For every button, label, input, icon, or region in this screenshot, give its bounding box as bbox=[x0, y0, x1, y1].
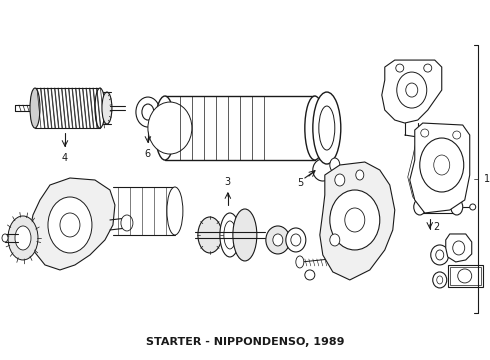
Polygon shape bbox=[408, 127, 467, 210]
Ellipse shape bbox=[396, 64, 404, 72]
Ellipse shape bbox=[48, 197, 92, 253]
Bar bbox=[448, 265, 483, 287]
Polygon shape bbox=[410, 123, 470, 213]
Text: 5: 5 bbox=[297, 178, 303, 188]
Ellipse shape bbox=[345, 208, 365, 232]
Ellipse shape bbox=[198, 217, 222, 253]
Polygon shape bbox=[446, 234, 472, 262]
Ellipse shape bbox=[470, 204, 476, 210]
Ellipse shape bbox=[296, 256, 304, 268]
Ellipse shape bbox=[356, 170, 364, 180]
Ellipse shape bbox=[424, 64, 432, 72]
Ellipse shape bbox=[305, 270, 315, 280]
Polygon shape bbox=[320, 162, 395, 280]
Ellipse shape bbox=[102, 92, 112, 124]
Ellipse shape bbox=[433, 272, 447, 288]
Ellipse shape bbox=[305, 96, 325, 160]
Text: 4: 4 bbox=[62, 153, 68, 163]
Ellipse shape bbox=[421, 129, 429, 137]
Ellipse shape bbox=[453, 241, 465, 255]
Ellipse shape bbox=[330, 158, 340, 172]
Ellipse shape bbox=[148, 102, 192, 154]
Ellipse shape bbox=[330, 234, 340, 246]
Ellipse shape bbox=[220, 213, 240, 257]
Ellipse shape bbox=[436, 250, 444, 260]
Ellipse shape bbox=[406, 83, 418, 97]
Bar bbox=[450, 267, 481, 285]
Ellipse shape bbox=[121, 215, 133, 231]
Ellipse shape bbox=[453, 131, 461, 139]
Ellipse shape bbox=[434, 155, 450, 175]
Text: 1: 1 bbox=[484, 174, 490, 184]
Ellipse shape bbox=[30, 88, 40, 128]
Ellipse shape bbox=[155, 96, 175, 160]
Text: 6: 6 bbox=[145, 149, 151, 159]
Ellipse shape bbox=[458, 269, 472, 283]
Ellipse shape bbox=[313, 92, 341, 164]
Polygon shape bbox=[382, 60, 442, 123]
Text: 2: 2 bbox=[434, 222, 440, 232]
Ellipse shape bbox=[233, 209, 257, 261]
Ellipse shape bbox=[273, 234, 283, 246]
Text: 3: 3 bbox=[225, 177, 231, 187]
Text: STARTER - NIPPONDENSO, 1989: STARTER - NIPPONDENSO, 1989 bbox=[146, 337, 344, 347]
Ellipse shape bbox=[8, 216, 38, 260]
Ellipse shape bbox=[319, 106, 335, 150]
Ellipse shape bbox=[331, 173, 339, 183]
Ellipse shape bbox=[414, 199, 426, 215]
Ellipse shape bbox=[266, 226, 290, 254]
Ellipse shape bbox=[437, 276, 443, 284]
Ellipse shape bbox=[335, 174, 345, 186]
Ellipse shape bbox=[451, 199, 463, 215]
Ellipse shape bbox=[60, 213, 80, 237]
Ellipse shape bbox=[431, 245, 449, 265]
Ellipse shape bbox=[224, 221, 236, 249]
Ellipse shape bbox=[420, 138, 464, 192]
Ellipse shape bbox=[142, 104, 154, 120]
Ellipse shape bbox=[286, 228, 306, 252]
Ellipse shape bbox=[15, 226, 31, 250]
Ellipse shape bbox=[136, 97, 160, 127]
Ellipse shape bbox=[2, 234, 8, 242]
Ellipse shape bbox=[330, 190, 380, 250]
Polygon shape bbox=[30, 178, 115, 270]
Ellipse shape bbox=[397, 72, 427, 108]
Ellipse shape bbox=[95, 88, 105, 128]
Ellipse shape bbox=[167, 187, 183, 235]
Ellipse shape bbox=[291, 234, 301, 246]
